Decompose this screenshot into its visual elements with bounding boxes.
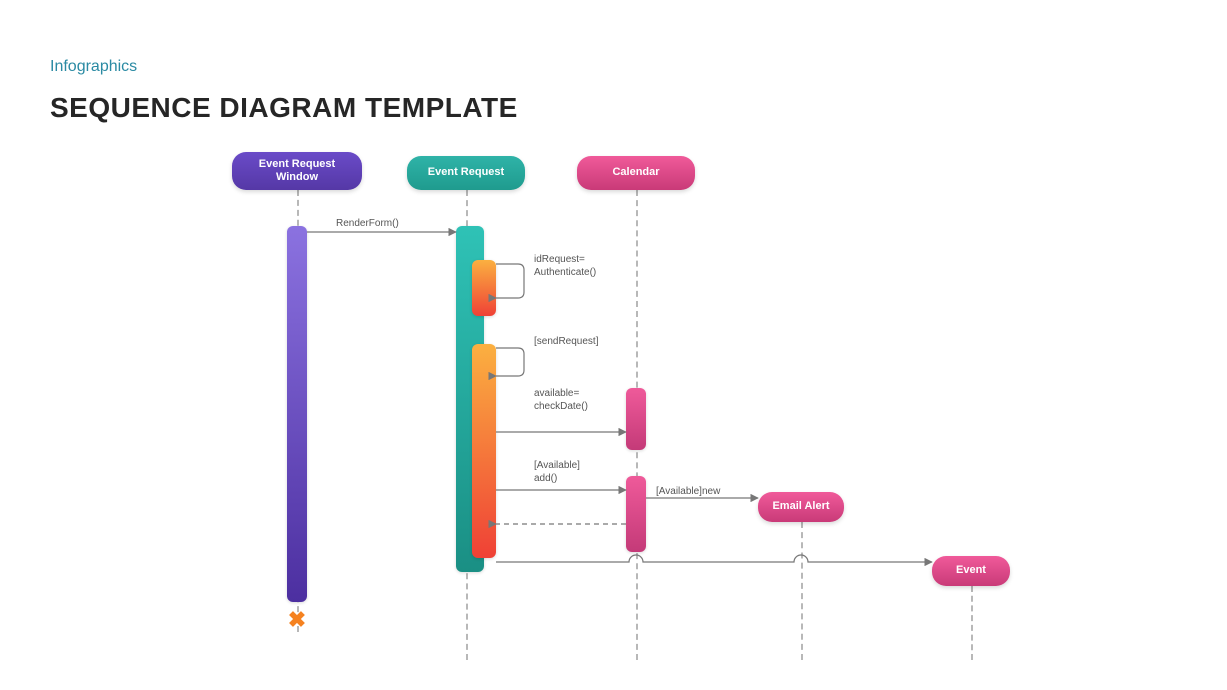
lh-email-alert: Email Alert	[758, 492, 844, 522]
act-cal1	[626, 388, 646, 450]
msg-add-label: [Available] add()	[534, 460, 580, 485]
msg-availnew-label: [Available]new	[656, 486, 720, 499]
lh-event: Event	[932, 556, 1010, 586]
lh-event-request: Event Request	[407, 156, 525, 190]
lh-email-alert-lifeline	[801, 522, 803, 660]
act-auth	[472, 260, 496, 316]
msg-event-out-arrow	[496, 555, 932, 562]
msg-sendreq-label: [sendRequest]	[534, 336, 599, 349]
lh-event-lifeline	[971, 586, 973, 660]
msg-renderform-label: RenderForm()	[336, 218, 399, 231]
act-cal2	[626, 476, 646, 552]
msg-auth-label: idRequest= Authenticate()	[534, 254, 596, 279]
msg-sendreq-arrow	[496, 348, 524, 376]
msg-auth-arrow	[496, 264, 524, 298]
lh-event-request-window: Event Request Window	[232, 152, 362, 190]
lh-calendar: Calendar	[577, 156, 695, 190]
page-title: SEQUENCE DIAGRAM TEMPLATE	[50, 92, 518, 124]
destroy-icon: ✖	[288, 607, 306, 633]
page-subtitle: Infographics	[50, 58, 137, 76]
msg-checkdate-label: available= checkDate()	[534, 388, 588, 413]
act-send	[472, 344, 496, 558]
act-window	[287, 226, 307, 602]
